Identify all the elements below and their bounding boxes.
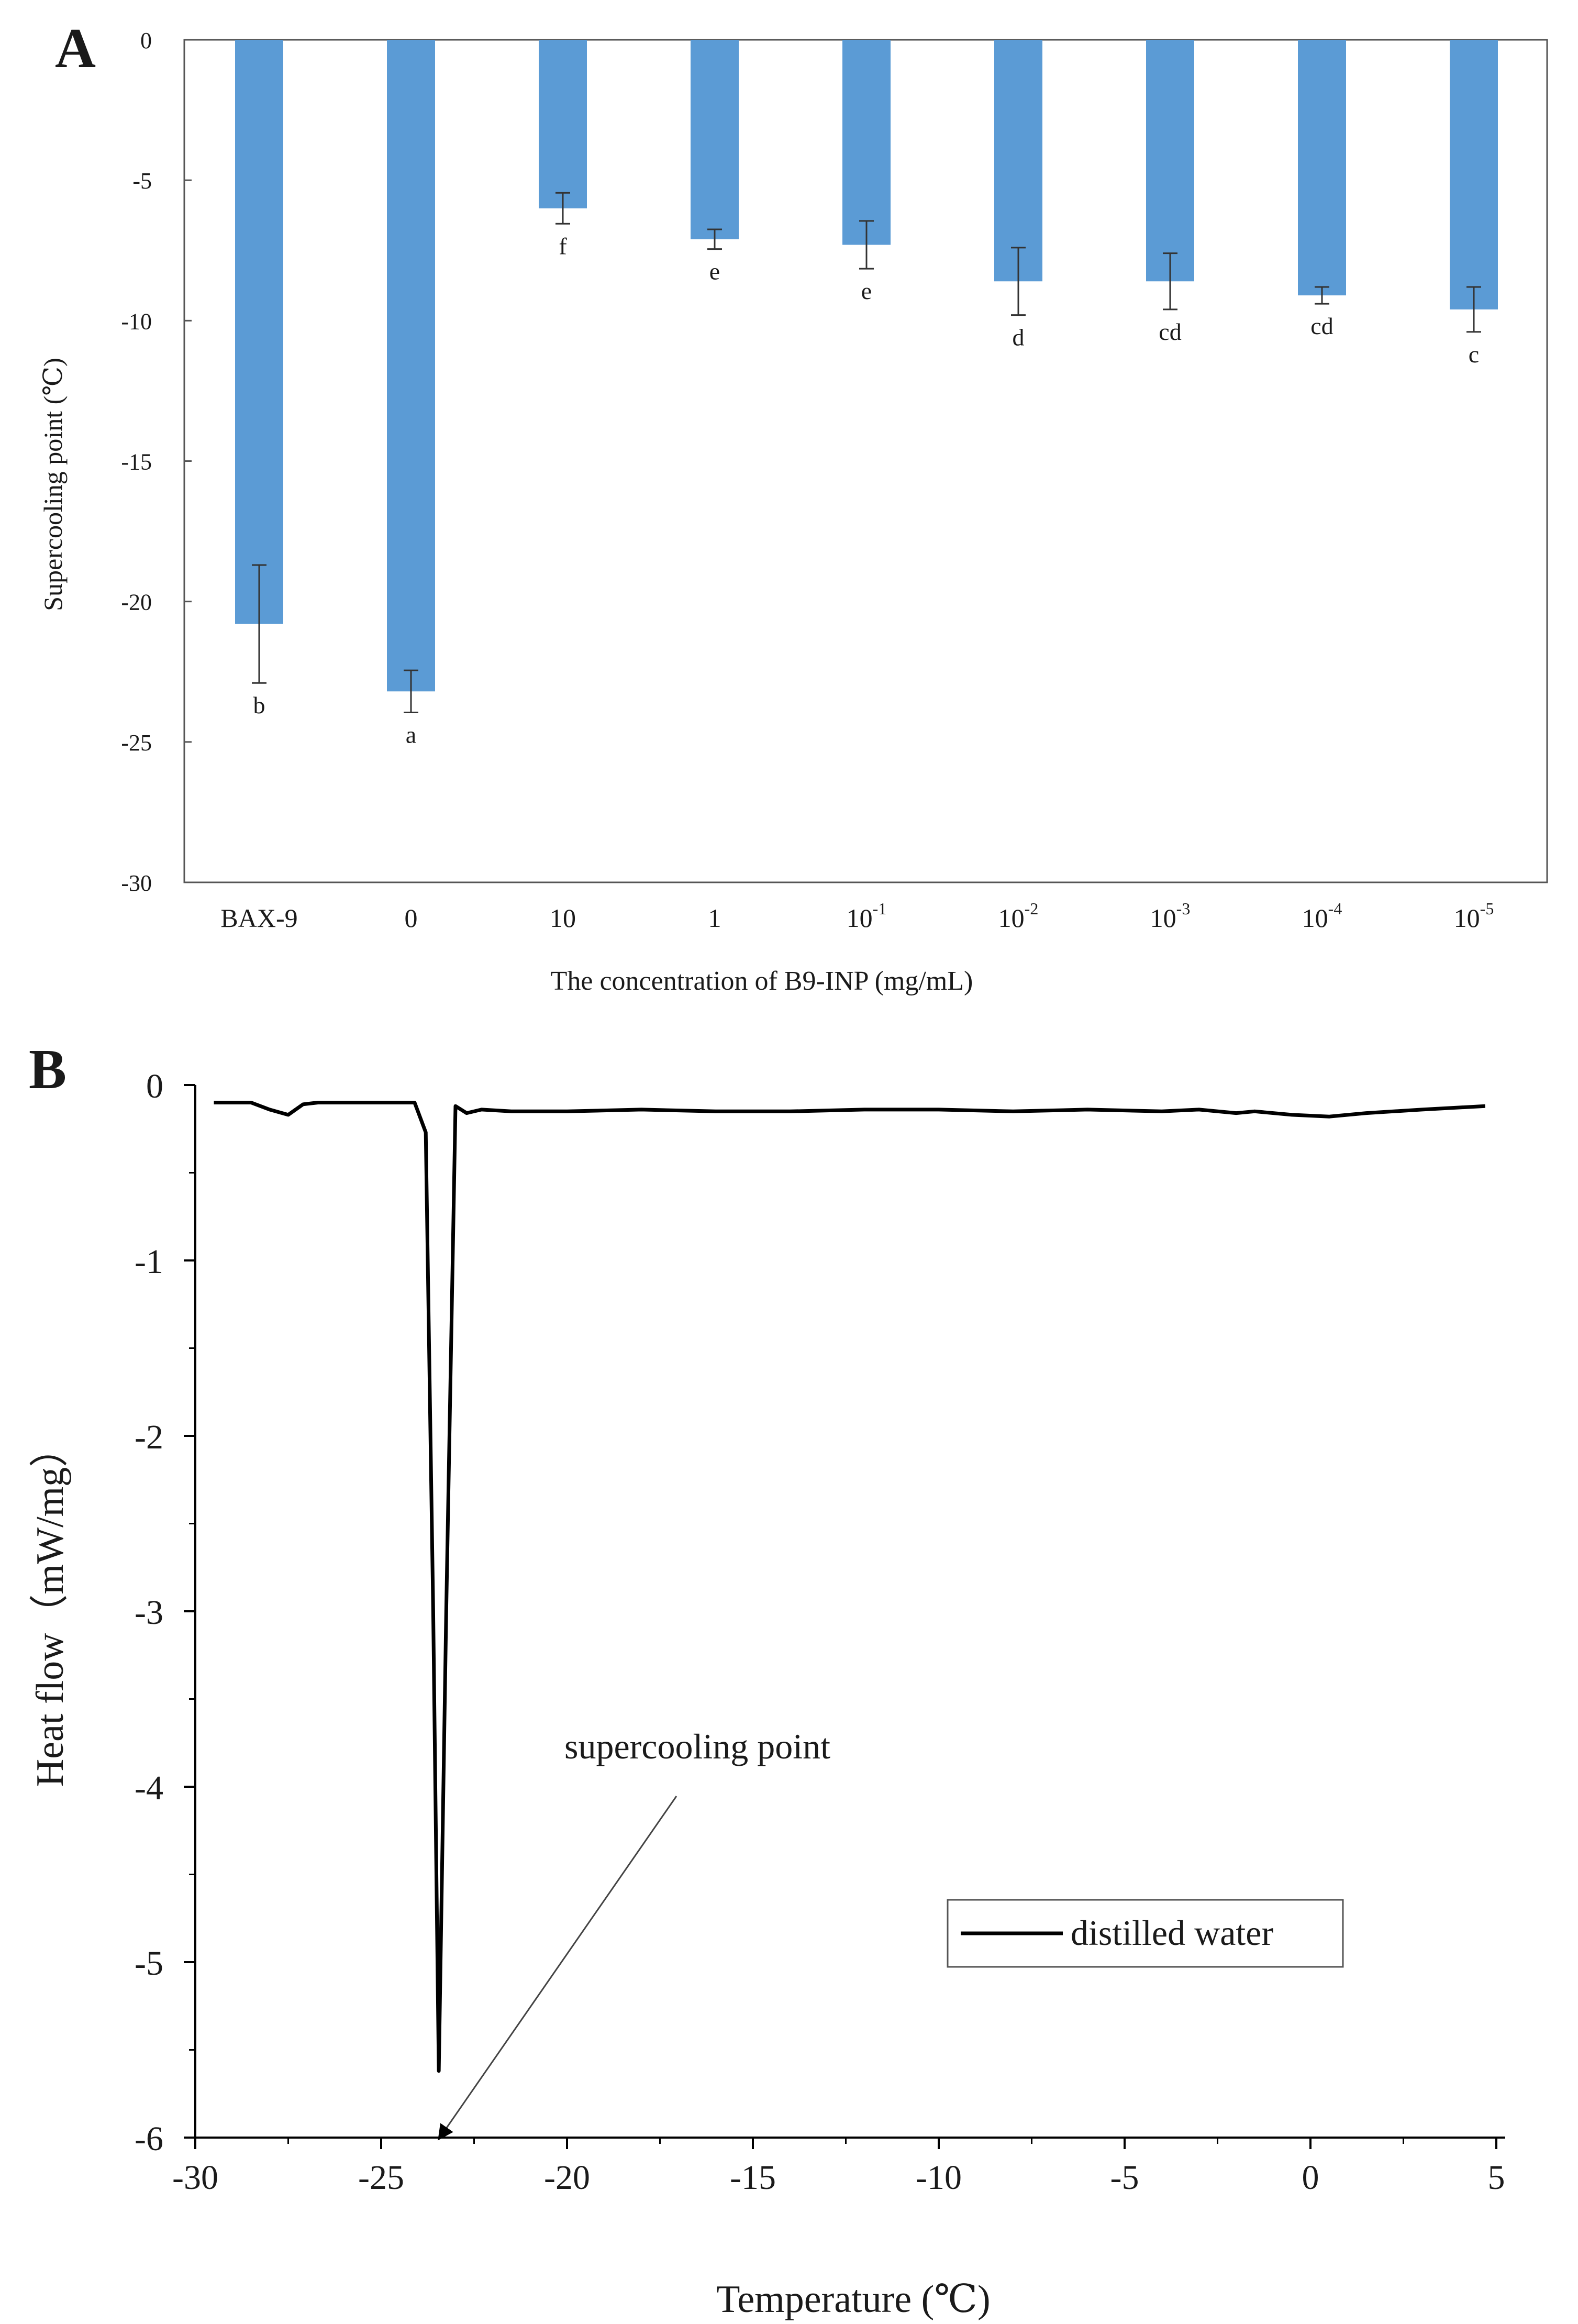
x-tick-label-base: 10	[1302, 903, 1328, 933]
y-axis-label-a: Supercooling point (℃)	[38, 358, 68, 611]
significance-letter: c	[1469, 341, 1479, 368]
x-tick-label-base: 10	[847, 903, 873, 933]
x-tick-label-base: 10	[1150, 903, 1176, 933]
panel-b-line-chart: B 0 -1 -2 -3 -4 -5 -6 -30 -25 -20 -15 -10 -5 0 5 supe…	[29, 1038, 1505, 2321]
significance-letter: cd	[1310, 313, 1333, 339]
x-tick-label-b: -25	[358, 2159, 404, 2197]
significance-letter: cd	[1159, 318, 1181, 345]
bar	[1450, 40, 1498, 309]
bar	[994, 40, 1042, 282]
bar	[842, 40, 891, 245]
bar	[691, 40, 739, 239]
y-tick-label-b: -4	[135, 1769, 163, 1807]
significance-letter: f	[559, 233, 567, 259]
y-tick-label-b: -5	[135, 1944, 163, 1983]
x-tick-label-a: 0	[405, 903, 418, 933]
x-tick-label-b: -20	[544, 2159, 590, 2197]
y-tick-label-a: -25	[121, 730, 152, 756]
significance-letter: e	[861, 278, 872, 304]
x-tick-label-a: 10-2	[998, 899, 1039, 933]
x-axis-label-b: Temperature (℃)	[716, 2278, 990, 2321]
significance-letter: e	[709, 258, 720, 285]
x-tick-label-base: 0	[405, 903, 418, 933]
x-tick-label-base: 1	[708, 903, 721, 933]
x-tick-label-exponent: -3	[1176, 899, 1191, 918]
x-tick-label-base: 10	[998, 903, 1025, 933]
legend-label-distilled-water: distilled water	[1071, 1913, 1273, 1953]
x-tick-label-base: 10	[1454, 903, 1480, 933]
annotation-arrow	[438, 1796, 677, 2141]
y-tick-label-b: -3	[135, 1593, 163, 1632]
y-tick-label-a: -10	[121, 308, 152, 334]
y-axis-label-b: Heat flow（mW/mg）	[29, 1429, 72, 1787]
y-tick-label-b: -6	[135, 2120, 163, 2158]
panel-a-bar-chart: A 0 -5 -10 -15 -20 -25 -30 b a f e e d cd cd c BAX-9 0 1…	[38, 17, 1548, 996]
x-tick-label-base: 10	[550, 903, 576, 933]
bar	[387, 40, 435, 692]
bar	[1146, 40, 1194, 282]
x-tick-label-a: BAX-9	[220, 903, 297, 933]
x-tick-label-b: -30	[172, 2159, 218, 2197]
bar	[235, 40, 283, 624]
bar	[1298, 40, 1346, 296]
x-tick-label-a: 10-1	[847, 899, 887, 933]
x-tick-label-base: BAX-9	[220, 903, 297, 933]
x-tick-label-a: 1	[708, 903, 721, 933]
y-tick-label-b: -2	[135, 1418, 163, 1456]
x-tick-label-b: 5	[1488, 2159, 1505, 2197]
x-tick-label-a: 10-5	[1454, 899, 1494, 933]
significance-letter: b	[253, 692, 265, 718]
series-line-distilled-water	[214, 1101, 1485, 2073]
y-tick-label-a: -20	[121, 590, 152, 615]
x-tick-label-exponent: -5	[1480, 899, 1494, 918]
x-tick-label-exponent: -4	[1328, 899, 1342, 918]
annotation-supercooling-point: supercooling point	[564, 1727, 830, 1766]
y-tick-label-a: -30	[121, 870, 152, 896]
y-tick-label-a: 0	[140, 28, 152, 53]
y-tick-label-b: -1	[135, 1243, 163, 1281]
panel-label-b: B	[29, 1038, 66, 1101]
y-tick-label-a: -5	[132, 168, 152, 194]
x-tick-label-exponent: -2	[1025, 899, 1039, 918]
x-tick-label-exponent: -1	[873, 899, 887, 918]
x-axis-label-a: The concentration of B9-INP (mg/mL)	[551, 966, 973, 996]
panel-label-a: A	[55, 17, 96, 80]
x-tick-label-b: -15	[730, 2159, 776, 2197]
significance-letter: a	[406, 722, 416, 748]
significance-letter: d	[1013, 324, 1025, 351]
x-tick-label-b: -5	[1110, 2159, 1139, 2197]
x-tick-label-a: 10-4	[1302, 899, 1342, 933]
bar	[539, 40, 587, 208]
y-tick-label-b: 0	[146, 1067, 163, 1105]
x-tick-label-a: 10-3	[1150, 899, 1191, 933]
y-tick-label-a: -15	[121, 449, 152, 475]
x-tick-label-b: 0	[1302, 2159, 1319, 2197]
x-tick-label-b: -10	[916, 2159, 962, 2197]
x-tick-label-a: 10	[550, 903, 576, 933]
